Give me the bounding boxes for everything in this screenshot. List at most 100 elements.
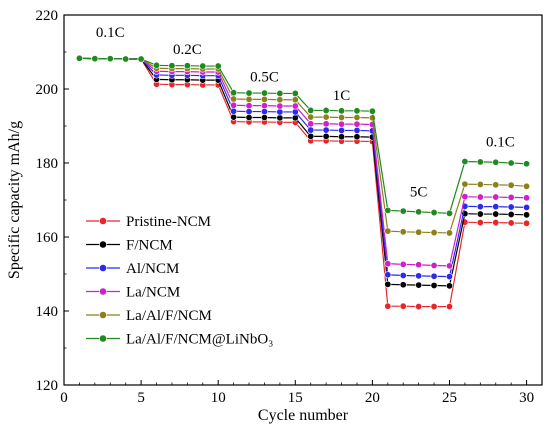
- y-tick-label: 200: [36, 82, 59, 98]
- data-point: [507, 203, 515, 211]
- rate-label: 0.1C: [486, 134, 515, 150]
- data-point: [415, 281, 423, 289]
- data-point: [523, 211, 531, 219]
- legend-label: La/NCM: [126, 285, 180, 301]
- data-point: [199, 62, 207, 70]
- data-point: [153, 61, 161, 69]
- y-tick-label: 220: [36, 8, 59, 24]
- data-point: [445, 209, 453, 217]
- data-point: [461, 158, 469, 166]
- data-point: [230, 95, 238, 103]
- data-point: [260, 95, 268, 103]
- data-point: [137, 55, 145, 63]
- data-point: [523, 194, 531, 202]
- data-point: [322, 113, 330, 121]
- legend-item: Al/NCM: [86, 261, 179, 277]
- data-point: [353, 120, 361, 128]
- data-point: [338, 120, 346, 128]
- data-point: [230, 107, 238, 115]
- y-tick-label: 120: [36, 378, 59, 394]
- data-point: [399, 302, 407, 310]
- data-point: [230, 89, 238, 97]
- tick-layer: 0 5 10 15 20 25 30 120 140 160 180 200 220: [36, 8, 535, 406]
- data-point: [122, 55, 130, 63]
- legend-marker: [99, 287, 107, 296]
- data-point: [445, 303, 453, 311]
- data-point: [260, 113, 268, 121]
- data-point: [476, 203, 484, 211]
- data-point: [307, 106, 315, 114]
- data-point: [507, 210, 515, 218]
- x-tick-label: 25: [442, 390, 457, 406]
- data-point: [353, 107, 361, 115]
- data-point: [214, 62, 222, 70]
- data-point: [291, 114, 299, 122]
- y-tick-label: 180: [36, 156, 59, 172]
- data-point: [260, 89, 268, 97]
- rate-label: 5C: [410, 184, 428, 200]
- data-point: [523, 182, 531, 190]
- data-point: [307, 126, 315, 134]
- x-tick-label: 30: [519, 390, 534, 406]
- data-point: [445, 282, 453, 290]
- data-point: [338, 133, 346, 141]
- x-axis-label: Cycle number: [258, 407, 349, 424]
- data-point: [106, 55, 114, 63]
- data-point: [415, 208, 423, 216]
- data-point: [476, 158, 484, 166]
- data-point: [415, 303, 423, 311]
- data-point: [291, 108, 299, 116]
- data-point: [307, 132, 315, 140]
- data-point: [415, 261, 423, 269]
- x-tick-label: 10: [211, 390, 226, 406]
- data-point: [322, 132, 330, 140]
- data-point: [523, 219, 531, 227]
- data-point: [430, 229, 438, 237]
- data-point: [245, 102, 253, 110]
- data-point: [523, 203, 531, 211]
- data-point: [276, 108, 284, 116]
- data-point: [461, 180, 469, 188]
- data-point: [492, 219, 500, 227]
- legend-item: Pristine-NCM: [86, 214, 211, 230]
- data-point: [492, 181, 500, 189]
- data-point: [476, 210, 484, 218]
- data-point: [353, 126, 361, 134]
- data-point: [168, 62, 176, 70]
- data-point: [245, 108, 253, 116]
- data-point: [415, 228, 423, 236]
- legend-marker: [99, 334, 107, 343]
- data-point: [291, 96, 299, 104]
- y-axis-label: Specific capacity mAh/g: [6, 121, 23, 279]
- legend-label: La/Al/F/NCM: [126, 308, 212, 324]
- series-line: [79, 57, 527, 214]
- data-point: [445, 262, 453, 270]
- data-point: [291, 89, 299, 97]
- legend-item: La/NCM: [86, 285, 180, 301]
- data-point: [276, 96, 284, 104]
- data-point: [507, 159, 515, 167]
- rate-label: 0.1C: [96, 25, 125, 41]
- data-point: [430, 303, 438, 311]
- data-point: [230, 101, 238, 109]
- data-point: [507, 193, 515, 201]
- data-point: [368, 107, 376, 115]
- data-point: [384, 271, 392, 279]
- data-point: [492, 193, 500, 201]
- data-point: [492, 203, 500, 211]
- plot-area: [63, 14, 543, 386]
- data-point: [461, 193, 469, 201]
- legend-item: La/Al/F/NCM@LiNbO₃: [86, 332, 273, 348]
- data-point: [399, 207, 407, 215]
- data-point: [230, 113, 238, 121]
- data-point: [384, 302, 392, 310]
- legend-item: La/Al/F/NCM: [86, 308, 212, 324]
- data-point: [338, 107, 346, 115]
- data-point: [492, 158, 500, 166]
- x-tick-label: 5: [137, 390, 145, 406]
- data-point: [245, 89, 253, 97]
- data-point: [445, 273, 453, 281]
- legend-label: La/Al/F/NCM@LiNbO₃: [126, 332, 273, 348]
- data-point: [430, 272, 438, 280]
- rate-label: 0.2C: [173, 42, 202, 58]
